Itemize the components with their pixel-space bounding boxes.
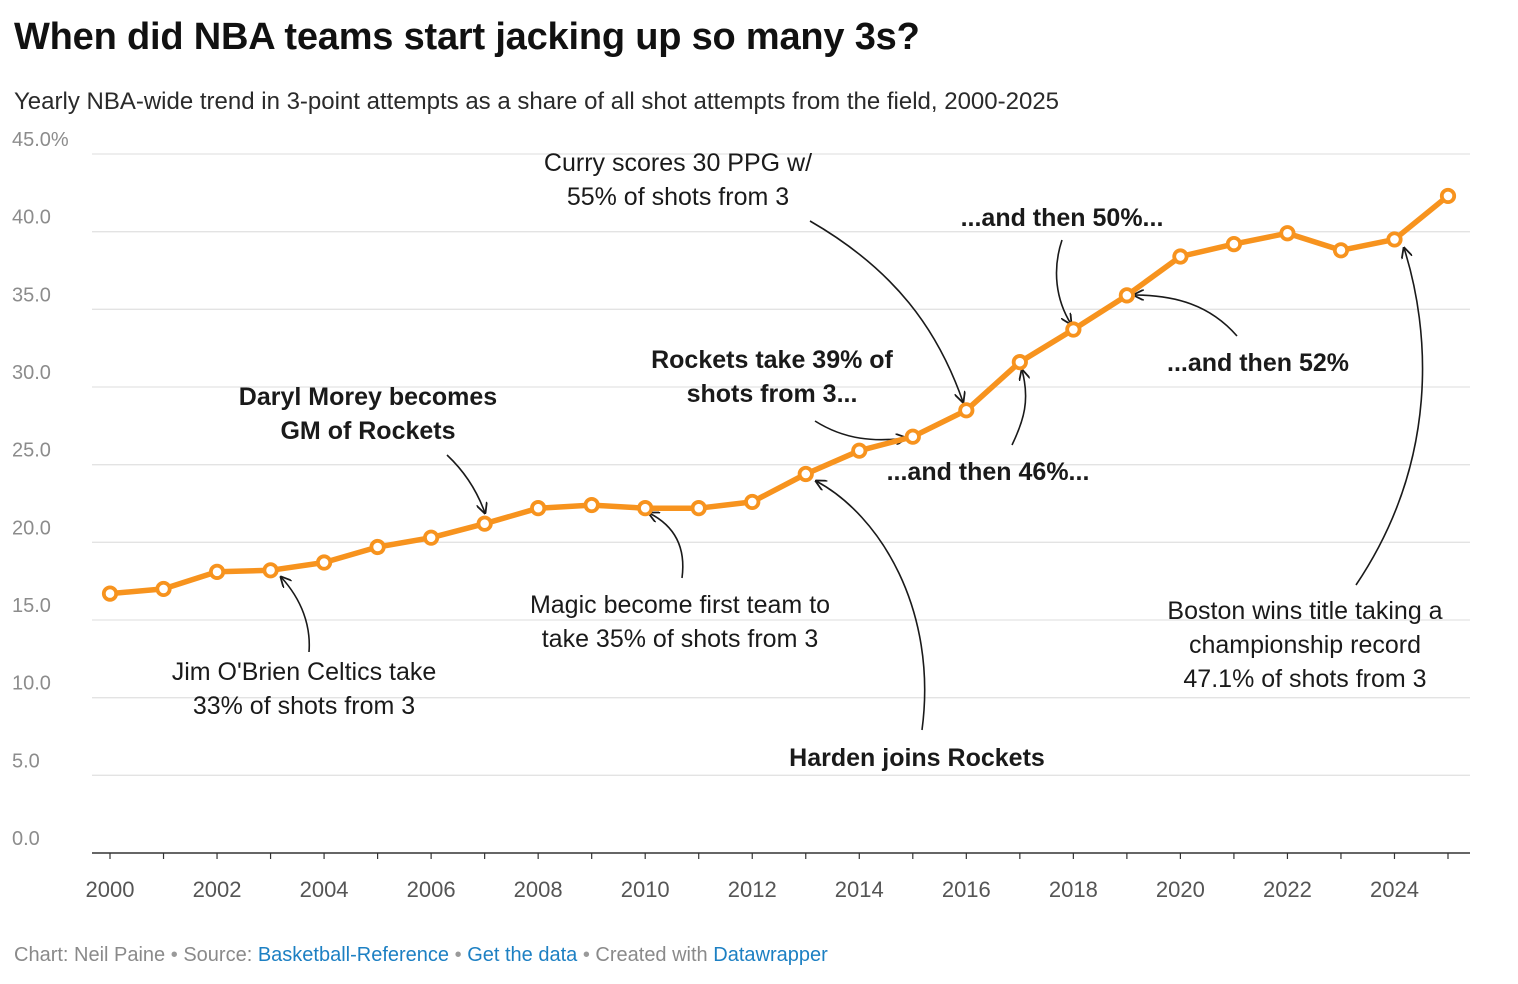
chart-credit: Chart: Neil Paine <box>14 944 166 966</box>
data-point <box>637 500 654 517</box>
data-point <box>1118 287 1135 304</box>
data-point <box>1439 187 1457 205</box>
created-with-label: Created with <box>595 944 708 966</box>
data-point <box>369 538 386 556</box>
annotation-curry: 55% of shots from 3 <box>567 183 789 211</box>
data-point <box>583 496 600 514</box>
line-chart: 0.05.010.015.020.025.030.035.040.045.0% … <box>12 129 1470 902</box>
source-link[interactable]: Basketball-Reference <box>257 944 450 966</box>
series-line-path <box>107 193 1451 597</box>
data-point <box>1386 231 1403 248</box>
source-label: Source: <box>183 944 253 966</box>
x-tick-label: 2010 <box>621 877 670 902</box>
gridlines <box>92 153 1470 776</box>
y-tick-label: 15.0 <box>12 595 51 617</box>
chart-footer: Chart: Neil Paine • Source: Basketball-R… <box>14 944 828 967</box>
annotation-arrow-obrien <box>281 577 311 653</box>
annotation-obrien: Jim O'Brien Celtics take <box>172 658 437 686</box>
annotation-obrien: 33% of shots from 3 <box>193 692 415 720</box>
annotation-rockets39: shots from 3... <box>687 380 858 408</box>
annotation-arrow-then50 <box>1055 239 1071 324</box>
footer-separator: • <box>170 944 178 966</box>
data-point <box>904 428 921 445</box>
data-point <box>315 554 333 571</box>
annotation-boston: 47.1% of shots from 3 <box>1183 665 1426 693</box>
annotation-morey: Daryl Morey becomes <box>239 383 497 411</box>
data-point <box>1172 248 1189 265</box>
y-axis: 0.0 5.0 10.0 15.0 20.0 25.0 30.0 35.0 40.0 45.0% <box>12 129 69 850</box>
x-tick-label: 2000 <box>86 877 135 902</box>
footer-separator: • <box>582 944 590 966</box>
annotation-rockets39: Rockets take 39% of <box>651 346 893 374</box>
y-tick-label: 25.0 <box>12 440 51 462</box>
x-tick-label: 2018 <box>1049 877 1098 902</box>
footer-separator: • <box>454 944 462 966</box>
y-tick-label: 10.0 <box>12 673 51 695</box>
annotation-then50: ...and then 50%... <box>961 204 1164 232</box>
data-point <box>208 563 226 580</box>
data-point <box>155 580 172 598</box>
x-tick-label: 2016 <box>942 877 991 902</box>
y-tick-label: 30.0 <box>12 362 51 384</box>
x-tick-label: 2020 <box>1156 877 1205 902</box>
x-tick-label: 2024 <box>1370 877 1419 902</box>
data-point <box>530 500 547 517</box>
annotation-curry: Curry scores 30 PPG w/ <box>544 149 812 177</box>
y-tick-label: 45.0% <box>12 129 69 151</box>
x-tick-label: 2008 <box>514 877 563 902</box>
x-tick-label: 2006 <box>407 877 456 902</box>
annotation-arrow-rockets39 <box>814 420 906 440</box>
get-data-link[interactable]: Get the data <box>467 944 578 966</box>
x-tick-label: 2012 <box>728 877 777 902</box>
y-tick-label: 35.0 <box>12 284 51 306</box>
x-tick-label: 2022 <box>1263 877 1312 902</box>
x-tick-label: 2002 <box>193 877 242 902</box>
chart-title: When did NBA teams start jacking up so m… <box>14 16 920 58</box>
annotation-magic: Magic become first team to <box>530 591 830 619</box>
series-line <box>107 193 1451 597</box>
data-points <box>101 187 1457 602</box>
data-point <box>1225 235 1243 253</box>
y-tick-label: 20.0 <box>12 517 51 539</box>
annotation-arrow-then46 <box>1011 370 1026 446</box>
annotation-arrow-magic <box>649 513 684 579</box>
data-point <box>1332 242 1350 259</box>
chart-subtitle: Yearly NBA-wide trend in 3-point attempt… <box>14 88 1060 115</box>
data-point <box>958 402 975 419</box>
y-tick-label: 5.0 <box>12 750 40 772</box>
data-point <box>423 529 440 546</box>
annotation-morey: GM of Rockets <box>280 417 455 445</box>
annotation-boston: championship record <box>1189 631 1421 659</box>
y-tick-label: 0.0 <box>12 828 40 850</box>
data-point <box>262 562 279 579</box>
data-point <box>690 500 707 517</box>
annotation-arrow-harden <box>816 481 926 731</box>
data-point <box>1011 354 1028 371</box>
data-point <box>1065 321 1082 338</box>
data-point <box>797 465 814 483</box>
data-point <box>744 493 761 511</box>
annotation-arrow-then52 <box>1134 295 1238 337</box>
annotation-arrow-curry <box>809 220 963 402</box>
x-tick-label: 2004 <box>300 877 349 902</box>
y-tick-label: 40.0 <box>12 207 51 229</box>
x-tick-label: 2014 <box>835 877 884 902</box>
datawrapper-link[interactable]: Datawrapper <box>713 944 828 966</box>
annotation-then46: ...and then 46%... <box>887 458 1090 486</box>
data-point <box>851 442 868 459</box>
annotation-arrow-morey <box>446 454 485 513</box>
x-axis: 2000 2002 2004 2006 2008 2010 2012 2014 2016 2018… <box>86 852 1470 902</box>
data-point <box>101 585 119 602</box>
annotations: Jim O'Brien Celtics take 33% of shots fro… <box>172 149 1443 772</box>
annotation-arrow-boston <box>1355 248 1424 586</box>
annotation-harden: Harden joins Rockets <box>789 744 1045 772</box>
annotation-then52: ...and then 52% <box>1167 349 1349 377</box>
data-point <box>1279 225 1296 242</box>
data-point <box>476 515 493 532</box>
annotation-boston: Boston wins title taking a <box>1167 597 1442 625</box>
annotation-magic: take 35% of shots from 3 <box>542 625 819 653</box>
